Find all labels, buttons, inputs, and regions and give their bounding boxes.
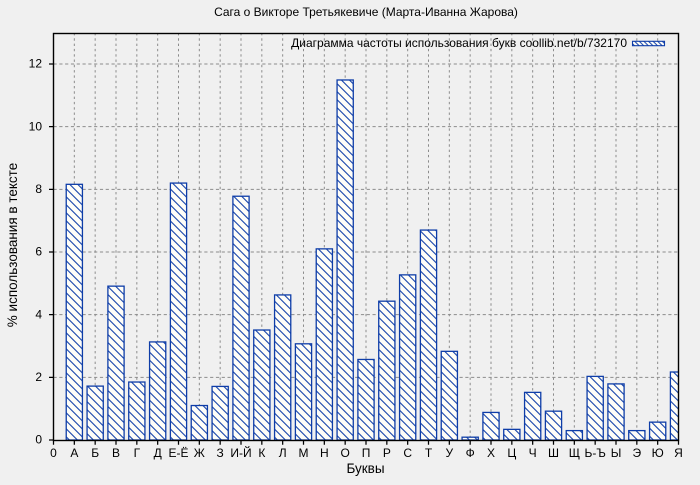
svg-text:Е-Ё: Е-Ё	[168, 446, 188, 460]
svg-text:10: 10	[29, 119, 43, 133]
svg-text:Диаграмма частоты использовани: Диаграмма частоты использования букв coo…	[291, 36, 627, 50]
svg-text:Т: Т	[425, 446, 433, 460]
svg-text:0: 0	[35, 433, 42, 447]
svg-text:Ц: Ц	[507, 446, 516, 460]
svg-text:З: З	[217, 446, 224, 460]
svg-text:Ь-Ъ: Ь-Ъ	[584, 446, 605, 460]
svg-text:Сага о Викторе Третьякевиче (М: Сага о Викторе Третьякевиче (Марта-Иванн…	[214, 5, 518, 19]
svg-text:0: 0	[50, 446, 57, 460]
svg-text:Я: Я	[674, 446, 683, 460]
svg-text:6: 6	[35, 245, 42, 259]
svg-text:У: У	[446, 446, 454, 460]
svg-text:Х: Х	[487, 446, 495, 460]
svg-text:С: С	[403, 446, 412, 460]
svg-text:Б: Б	[91, 446, 99, 460]
svg-text:Р: Р	[383, 446, 391, 460]
svg-text:4: 4	[35, 307, 42, 321]
svg-text:И-Й: И-Й	[230, 445, 251, 460]
svg-text:Ш: Ш	[548, 446, 559, 460]
svg-text:А: А	[70, 446, 78, 460]
svg-text:К: К	[258, 446, 265, 460]
svg-text:Ы: Ы	[611, 446, 622, 460]
svg-text:Ч: Ч	[529, 446, 537, 460]
svg-text:Ю: Ю	[652, 446, 664, 460]
svg-text:Г: Г	[134, 446, 141, 460]
svg-text:2: 2	[35, 370, 42, 384]
svg-text:Э: Э	[633, 446, 642, 460]
svg-text:12: 12	[29, 57, 43, 71]
svg-text:Д: Д	[154, 446, 162, 460]
svg-text:Л: Л	[279, 446, 287, 460]
svg-text:Ж: Ж	[194, 446, 205, 460]
svg-text:В: В	[112, 446, 120, 460]
svg-text:Щ: Щ	[569, 446, 580, 460]
svg-text:Ф: Ф	[466, 446, 475, 460]
svg-text:Н: Н	[320, 446, 329, 460]
svg-text:% использования в тексте: % использования в тексте	[5, 163, 20, 327]
svg-text:П: П	[362, 446, 371, 460]
svg-text:Буквы: Буквы	[346, 461, 384, 476]
svg-text:8: 8	[35, 182, 42, 196]
svg-text:М: М	[299, 446, 309, 460]
svg-text:О: О	[340, 446, 349, 460]
